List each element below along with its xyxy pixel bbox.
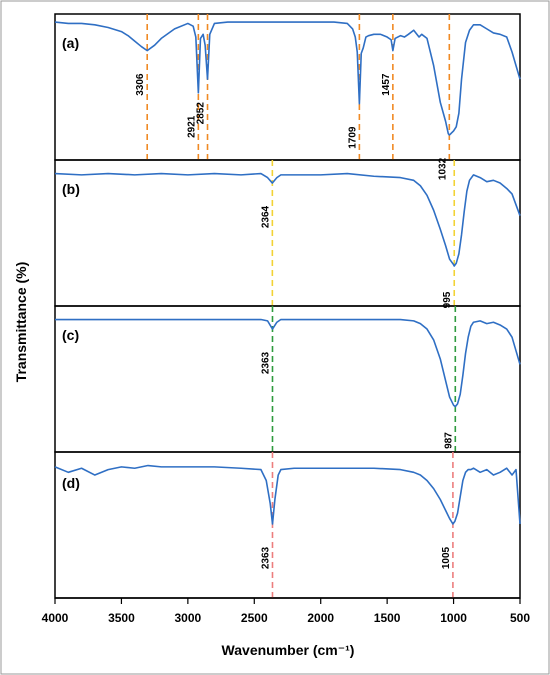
peak-label: 2921 bbox=[186, 115, 197, 138]
x-tick-label: 3000 bbox=[175, 611, 202, 625]
x-tick-label: 2500 bbox=[241, 611, 268, 625]
x-tick-label: 4000 bbox=[42, 611, 69, 625]
peak-label: 2852 bbox=[196, 102, 207, 125]
peak-label: 2363 bbox=[260, 546, 271, 569]
spectrum-line bbox=[54, 464, 521, 525]
spectrum-line bbox=[54, 172, 521, 267]
x-axis-label: Wavenumber (cm⁻¹) bbox=[222, 642, 355, 658]
peak-label: 987 bbox=[443, 432, 454, 449]
panel-label: (d) bbox=[62, 475, 80, 491]
peak-label: 1005 bbox=[441, 546, 452, 569]
panel-c: 2363 987 (c) bbox=[54, 305, 521, 453]
panel-label: (c) bbox=[62, 327, 79, 343]
x-tick-label: 500 bbox=[510, 611, 530, 625]
panel-label: (b) bbox=[62, 181, 80, 197]
spectrum-line bbox=[55, 318, 521, 408]
peak-label: 3306 bbox=[135, 73, 146, 96]
peak-label: 1032 bbox=[437, 157, 448, 180]
x-tick-label: 1500 bbox=[374, 611, 401, 625]
x-axis: 4000 3500 3000 2500 2000 1500 1000 500 bbox=[42, 597, 530, 625]
x-tick-label: 3500 bbox=[108, 611, 135, 625]
y-axis-label: Transmittance (%) bbox=[13, 262, 29, 383]
peak-label: 1457 bbox=[381, 73, 392, 96]
peak-label: 1709 bbox=[347, 126, 358, 149]
spectrum-line bbox=[54, 21, 521, 136]
peak-label: 995 bbox=[442, 291, 453, 308]
peak-label: 2363 bbox=[260, 351, 271, 374]
x-tick-label: 2000 bbox=[307, 611, 334, 625]
peak-label: 2364 bbox=[260, 205, 271, 228]
x-tick-label: 1000 bbox=[440, 611, 467, 625]
panel-label: (a) bbox=[62, 35, 79, 51]
